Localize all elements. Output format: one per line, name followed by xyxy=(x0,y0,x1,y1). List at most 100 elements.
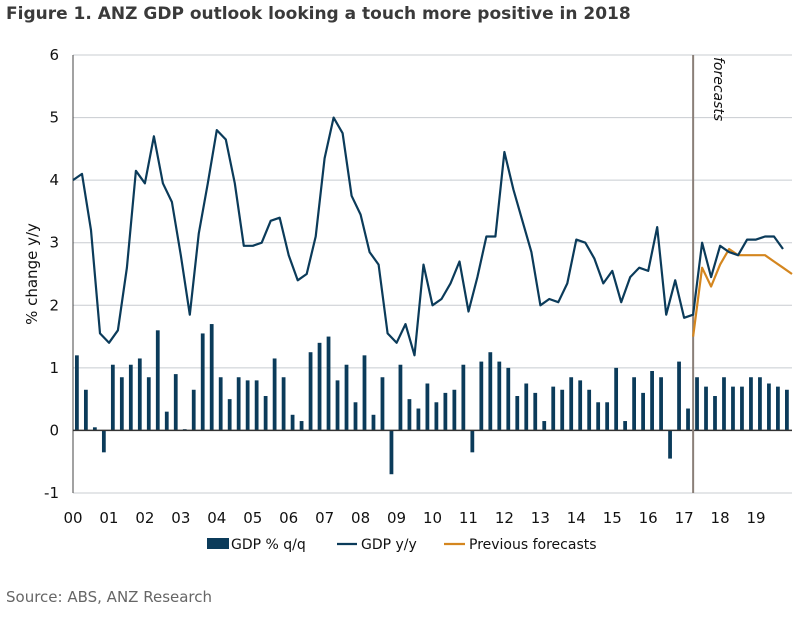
x-tick-label: 18 xyxy=(711,509,730,527)
bar-gdp-qq xyxy=(659,377,663,431)
bar-gdp-qq xyxy=(308,352,313,431)
y-tick-label: 5 xyxy=(49,109,59,127)
previous-forecasts-line xyxy=(692,247,793,337)
bar-gdp-qq xyxy=(92,427,97,431)
bar-gdp-qq xyxy=(686,408,690,431)
y-tick-label: 1 xyxy=(49,359,59,377)
bar-gdp-qq xyxy=(623,421,628,431)
bar-gdp-qq xyxy=(290,414,295,431)
bar-gdp-qq xyxy=(551,386,556,431)
bar-gdp-qq xyxy=(218,377,223,431)
bar-gdp-qq xyxy=(335,380,340,431)
bar-gdp-qq xyxy=(569,377,574,431)
bar-gdp-qq xyxy=(371,414,376,431)
x-tick-label: 11 xyxy=(459,509,478,527)
bar-gdp-qq xyxy=(407,399,412,431)
x-tick-label: 12 xyxy=(495,509,514,527)
bar-gdp-qq xyxy=(677,361,681,431)
bar-gdp-qq xyxy=(119,377,124,431)
bar-gdp-qq xyxy=(452,389,457,431)
x-tick-label: 10 xyxy=(423,509,442,527)
bar-gdp-qq xyxy=(668,430,672,459)
x-tick-label: 19 xyxy=(747,509,766,527)
y-tick-label: -1 xyxy=(44,484,59,502)
x-tick-label: 01 xyxy=(99,509,118,527)
bar-gdp-qq xyxy=(236,377,241,431)
gdp-qq-bars xyxy=(75,324,789,475)
x-tick-label: 03 xyxy=(171,509,190,527)
x-tick-label: 17 xyxy=(675,509,694,527)
bar-gdp-qq xyxy=(776,386,780,431)
bar-gdp-qq xyxy=(632,377,636,431)
bar-gdp-qq xyxy=(137,358,142,431)
legend-label-gdp-yy: GDP y/y xyxy=(361,537,417,553)
bar-gdp-qq xyxy=(614,367,619,431)
bar-gdp-qq xyxy=(587,389,592,431)
bar-gdp-qq xyxy=(326,336,331,431)
bar-gdp-qq xyxy=(479,361,484,431)
bar-gdp-qq xyxy=(731,386,735,431)
x-tick-label: 05 xyxy=(243,509,262,527)
bar-gdp-qq xyxy=(227,399,232,431)
bar-gdp-qq xyxy=(380,377,385,431)
y-tick-label: 6 xyxy=(49,46,59,64)
bar-gdp-qq xyxy=(146,377,151,431)
x-axis-ticks: 00 01 02 03 04 05 06 07 08 09 10 11 12 13 14 15 16 17 18 19 xyxy=(63,509,765,527)
bar-gdp-qq xyxy=(560,389,565,431)
bar-gdp-qq xyxy=(75,355,79,431)
bar-gdp-qq xyxy=(299,421,304,431)
x-tick-label: 09 xyxy=(387,509,406,527)
bar-gdp-qq xyxy=(578,380,583,431)
bar-gdp-qq xyxy=(263,396,268,431)
bar-gdp-qq xyxy=(488,352,493,431)
x-tick-label: 07 xyxy=(315,509,334,527)
bar-gdp-qq xyxy=(605,402,610,431)
bar-gdp-qq xyxy=(713,396,717,431)
bar-gdp-qq xyxy=(344,364,349,431)
bar-gdp-qq xyxy=(101,430,106,453)
bar-gdp-qq xyxy=(416,408,421,431)
bar-gdp-qq xyxy=(650,370,654,431)
bar-gdp-qq xyxy=(317,342,322,431)
x-tick-label: 02 xyxy=(135,509,154,527)
bar-gdp-qq xyxy=(173,374,178,431)
bar-gdp-qq xyxy=(281,377,286,431)
gridlines xyxy=(72,54,792,494)
legend-label-gdp-qq: GDP % q/q xyxy=(231,537,306,553)
x-tick-label: 00 xyxy=(63,509,82,527)
bar-gdp-qq xyxy=(641,392,645,431)
bar-gdp-qq xyxy=(515,396,520,431)
bar-gdp-qq xyxy=(461,364,466,431)
bar-gdp-qq xyxy=(749,377,753,431)
bar-gdp-qq xyxy=(443,392,448,431)
x-tick-label: 16 xyxy=(639,509,658,527)
bar-gdp-qq xyxy=(272,358,277,431)
bar-gdp-qq xyxy=(362,355,367,431)
bar-gdp-qq xyxy=(722,377,726,431)
bar-gdp-qq xyxy=(497,361,502,431)
legend-swatch-gdp-qq xyxy=(207,538,229,549)
bar-gdp-qq xyxy=(398,364,403,431)
bar-gdp-qq xyxy=(425,383,430,431)
gdp-yy-line xyxy=(72,116,784,357)
bar-gdp-qq xyxy=(254,380,259,431)
x-tick-label: 08 xyxy=(351,509,370,527)
bar-gdp-qq xyxy=(110,364,115,431)
bar-gdp-qq xyxy=(128,364,133,431)
chart-title: Figure 1. ANZ GDP outlook looking a touc… xyxy=(6,4,631,24)
bar-gdp-qq xyxy=(740,386,744,431)
y-axis-label: % change y/y xyxy=(23,223,41,325)
x-tick-label: 15 xyxy=(603,509,622,527)
bar-gdp-qq xyxy=(200,333,205,431)
bar-gdp-qq xyxy=(767,383,771,431)
legend: GDP % q/q GDP y/y Previous forecasts xyxy=(207,537,597,553)
bar-gdp-qq xyxy=(533,392,538,431)
x-tick-label: 06 xyxy=(279,509,298,527)
bar-gdp-qq xyxy=(155,330,160,431)
bar-gdp-qq xyxy=(389,430,394,475)
x-tick-label: 04 xyxy=(207,509,226,527)
y-tick-label: 0 xyxy=(49,421,59,439)
x-tick-label: 13 xyxy=(531,509,550,527)
bar-gdp-qq xyxy=(209,324,214,431)
